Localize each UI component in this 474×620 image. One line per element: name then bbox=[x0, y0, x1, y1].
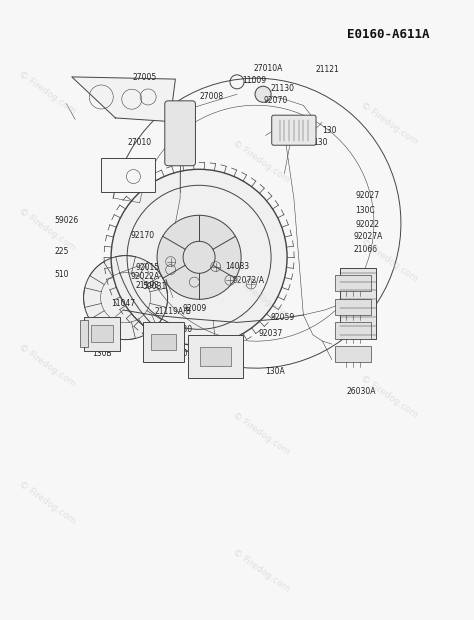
Polygon shape bbox=[72, 77, 175, 122]
Text: © Firedog.com: © Firedog.com bbox=[17, 479, 78, 525]
Text: 21121: 21121 bbox=[315, 65, 339, 74]
Text: 28030: 28030 bbox=[168, 326, 192, 334]
FancyBboxPatch shape bbox=[272, 115, 316, 145]
Text: © Firedog.com: © Firedog.com bbox=[230, 275, 291, 321]
Text: 27008: 27008 bbox=[199, 92, 223, 100]
Text: 130C: 130C bbox=[356, 206, 375, 215]
Text: 27010: 27010 bbox=[128, 138, 152, 147]
Circle shape bbox=[83, 255, 168, 340]
Text: © Firedog.com: © Firedog.com bbox=[358, 101, 419, 147]
Bar bbox=[340, 268, 375, 340]
Text: 92022: 92022 bbox=[356, 220, 380, 229]
Text: 92037: 92037 bbox=[258, 329, 283, 338]
Bar bbox=[335, 322, 371, 339]
Text: 21193: 21193 bbox=[135, 281, 159, 290]
Bar bbox=[335, 299, 371, 315]
Bar bbox=[84, 316, 119, 351]
FancyBboxPatch shape bbox=[165, 101, 195, 166]
Text: 59031: 59031 bbox=[142, 282, 166, 291]
Text: © Firedog.com: © Firedog.com bbox=[230, 138, 291, 184]
Text: 11047: 11047 bbox=[111, 299, 136, 308]
Text: 11009: 11009 bbox=[242, 76, 266, 85]
Text: © Firedog.com: © Firedog.com bbox=[17, 70, 78, 116]
Text: 92170: 92170 bbox=[130, 231, 155, 240]
Text: 130D: 130D bbox=[346, 329, 366, 338]
Text: 92027A: 92027A bbox=[353, 232, 383, 241]
Bar bbox=[335, 275, 371, 291]
Bar bbox=[80, 320, 88, 347]
Text: 92027: 92027 bbox=[356, 191, 380, 200]
Text: 1309: 1309 bbox=[351, 319, 370, 328]
Text: 59026: 59026 bbox=[55, 216, 79, 224]
Text: 130B: 130B bbox=[92, 349, 112, 358]
Bar bbox=[201, 347, 231, 366]
Text: © Firedog.com: © Firedog.com bbox=[230, 411, 291, 457]
Text: 21119A/B: 21119A/B bbox=[154, 307, 191, 316]
Text: © Firedog.com: © Firedog.com bbox=[230, 547, 291, 593]
Text: 92009: 92009 bbox=[182, 304, 207, 313]
Text: 130: 130 bbox=[313, 138, 328, 147]
Text: 21119: 21119 bbox=[197, 356, 220, 365]
Text: 241: 241 bbox=[126, 172, 140, 181]
Text: 14083: 14083 bbox=[225, 262, 249, 271]
Text: 21130: 21130 bbox=[270, 84, 294, 92]
Circle shape bbox=[255, 86, 271, 102]
Text: © Firedog.com: © Firedog.com bbox=[358, 237, 419, 283]
Text: 225: 225 bbox=[55, 247, 69, 255]
Text: 92059: 92059 bbox=[270, 313, 294, 322]
Circle shape bbox=[157, 215, 241, 299]
Bar bbox=[151, 334, 175, 350]
Text: 130: 130 bbox=[322, 126, 337, 135]
Text: 21066: 21066 bbox=[353, 245, 377, 254]
Bar bbox=[143, 322, 183, 362]
Text: © Firedog.com: © Firedog.com bbox=[17, 343, 78, 389]
Text: 130A: 130A bbox=[265, 368, 285, 376]
Text: © Firedog.com: © Firedog.com bbox=[17, 206, 78, 252]
Text: 27005: 27005 bbox=[133, 73, 157, 82]
Bar bbox=[91, 325, 112, 342]
Text: 26030A: 26030A bbox=[346, 388, 375, 396]
Text: © Firedog.com: © Firedog.com bbox=[358, 374, 419, 420]
Text: 92072/A: 92072/A bbox=[232, 276, 264, 285]
Circle shape bbox=[111, 169, 287, 345]
Text: E0160-A611A: E0160-A611A bbox=[347, 28, 430, 40]
Bar bbox=[335, 346, 371, 362]
Text: 92022A: 92022A bbox=[130, 272, 160, 281]
Text: 92070: 92070 bbox=[263, 96, 287, 105]
Text: 92015: 92015 bbox=[135, 264, 159, 272]
Bar bbox=[100, 158, 155, 192]
Text: 510: 510 bbox=[55, 270, 69, 278]
Text: 130B: 130B bbox=[173, 349, 192, 358]
Bar bbox=[188, 335, 243, 378]
Text: 27010A: 27010A bbox=[254, 64, 283, 73]
